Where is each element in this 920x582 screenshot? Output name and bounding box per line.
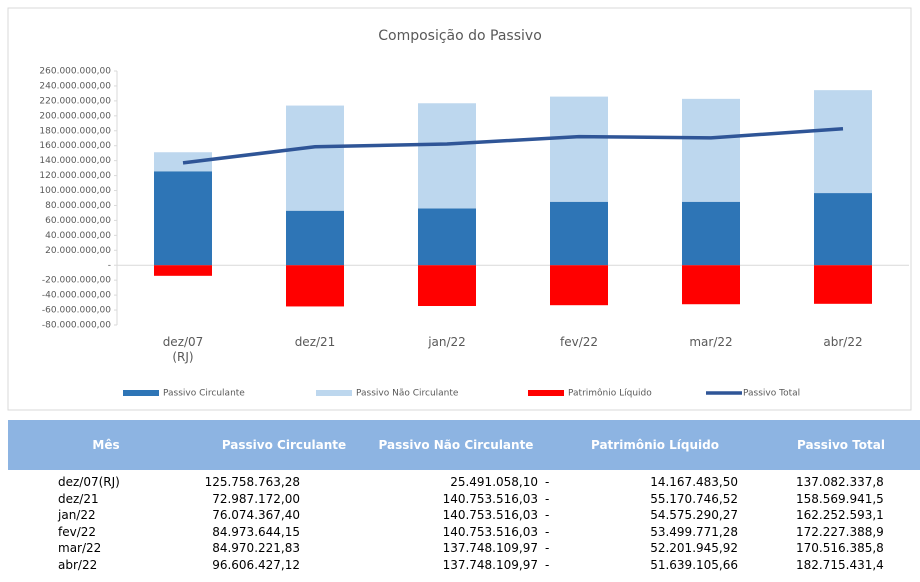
y-tick-label: 200.000.000,00 [39,111,111,121]
table-cell: 76.074.367,40 [212,508,300,522]
x-tick-label: fev/22 [559,335,599,349]
legend-label: Patrimônio Líquido [568,388,652,399]
y-tick-label: 260.000.000,00 [39,67,111,77]
table-cell: - [545,557,550,572]
bar [550,201,608,266]
bar [418,103,476,209]
table-cell: 96.606.427,12 [212,557,300,572]
bar [814,265,872,304]
table-cell: abr/22 [58,557,98,572]
table-cell: dez/07(RJ) [58,475,120,489]
legend-swatch [123,390,159,396]
table-cell: - [545,524,550,539]
y-tick-label: 100.000.000,00 [39,186,111,196]
y-tick-label: -40.000.000,00 [42,291,111,301]
y-tick-label: 20.000.000,00 [45,246,111,256]
x-tick-label: abr/22 [823,335,863,349]
x-tick-label: jan/22 [428,335,466,349]
y-tick-label: 220.000.000,00 [39,96,111,106]
x-tick-label: mar/22 [689,335,733,349]
y-tick-label: - [108,261,111,271]
table-cell: 162.252.593,1 [796,508,884,522]
table-cell: 84.970.221,83 [212,541,300,555]
table-cell: 158.569.941,5 [796,491,884,506]
bar [286,210,344,266]
bar [814,193,872,266]
bar [682,98,740,202]
legend-swatch [316,390,352,396]
table-cell: - [545,541,550,555]
y-tick-label: -80.000.000,00 [42,321,111,331]
y-tick-label: 80.000.000,00 [45,201,111,211]
bar [550,265,608,306]
table-cell: 25.491.058,10 [450,475,538,489]
table-header-bg [8,420,920,470]
chart-title: Composição do Passivo [378,28,542,44]
bar [418,208,476,266]
bar [682,265,740,305]
chart: Composição do Passivo -80.000.000,00-60.… [7,7,912,411]
table-cell: 170.516.385,8 [796,541,884,555]
y-tick-label: 160.000.000,00 [39,141,111,151]
bar [286,105,344,211]
table-cell: dez/21 [58,491,99,506]
y-tick-label: 120.000.000,00 [39,171,111,181]
table-cell: 125.758.763,28 [204,475,300,489]
table-header-cell: Patrimônio Líquido [590,438,719,452]
table-cell: 72.987.172,00 [212,491,300,506]
y-tick-label: 140.000.000,00 [39,156,111,166]
legend-label: Passivo Não Circulante [356,389,459,399]
bar [418,265,476,307]
table-header-cell: Passivo Não Circulante [378,438,534,452]
table-cell: 55.170.746,52 [650,491,738,506]
table-header-cell: Passivo Circulante [221,438,347,452]
table-header-cell: Passivo Total [797,438,885,452]
table-cell: 54.575.290,27 [650,508,738,522]
x-tick-label: dez/07 (RJ) [162,335,204,364]
y-tick-label: 180.000.000,00 [39,126,111,136]
table-cell: 172.227.388,9 [796,524,884,539]
table-cell: 140.753.516,03 [442,524,538,539]
line [182,126,844,165]
table-header-cell: Mês [92,438,120,452]
y-tick-label: 40.000.000,00 [45,231,111,241]
bar [154,265,212,276]
table-cell: 137.748.109,97 [442,541,538,555]
table-cell: 53.499.771,28 [650,524,738,539]
table-cell: - [545,491,550,506]
bar [154,171,212,266]
table-cell: - [545,475,550,489]
bar [682,201,740,266]
y-tick-label: 240.000.000,00 [39,81,111,91]
x-tick-label: dez/21 [294,335,336,349]
table-cell: jan/22 [58,508,96,522]
table-cell: 140.753.516,03 [442,508,538,522]
y-tick-label: -60.000.000,00 [42,306,111,316]
table-cell: 51.639.105,66 [650,557,738,572]
legend-swatch [528,390,564,396]
legend-label: Passivo Total [743,389,800,399]
y-tick-label: 60.000.000,00 [45,216,111,226]
bar [550,96,608,202]
table-cell: 137.748.109,97 [442,557,538,572]
bar [814,90,872,194]
table-cell: 182.715.431,4 [796,557,884,572]
table-cell: mar/22 [58,541,102,555]
table-cell: 14.167.483,50 [650,475,738,489]
legend-label: Passivo Circulante [163,389,245,399]
table-cell: fev/22 [58,524,97,539]
bar [286,265,344,307]
table-cell: 140.753.516,03 [442,491,538,506]
table-cell: 84.973.644,15 [212,524,300,539]
table-cell: - [545,508,550,522]
table-cell: 137.082.337,8 [796,475,884,489]
table-cell: 52.201.945,92 [650,541,738,555]
y-tick-label: -20.000.000,00 [42,276,111,286]
